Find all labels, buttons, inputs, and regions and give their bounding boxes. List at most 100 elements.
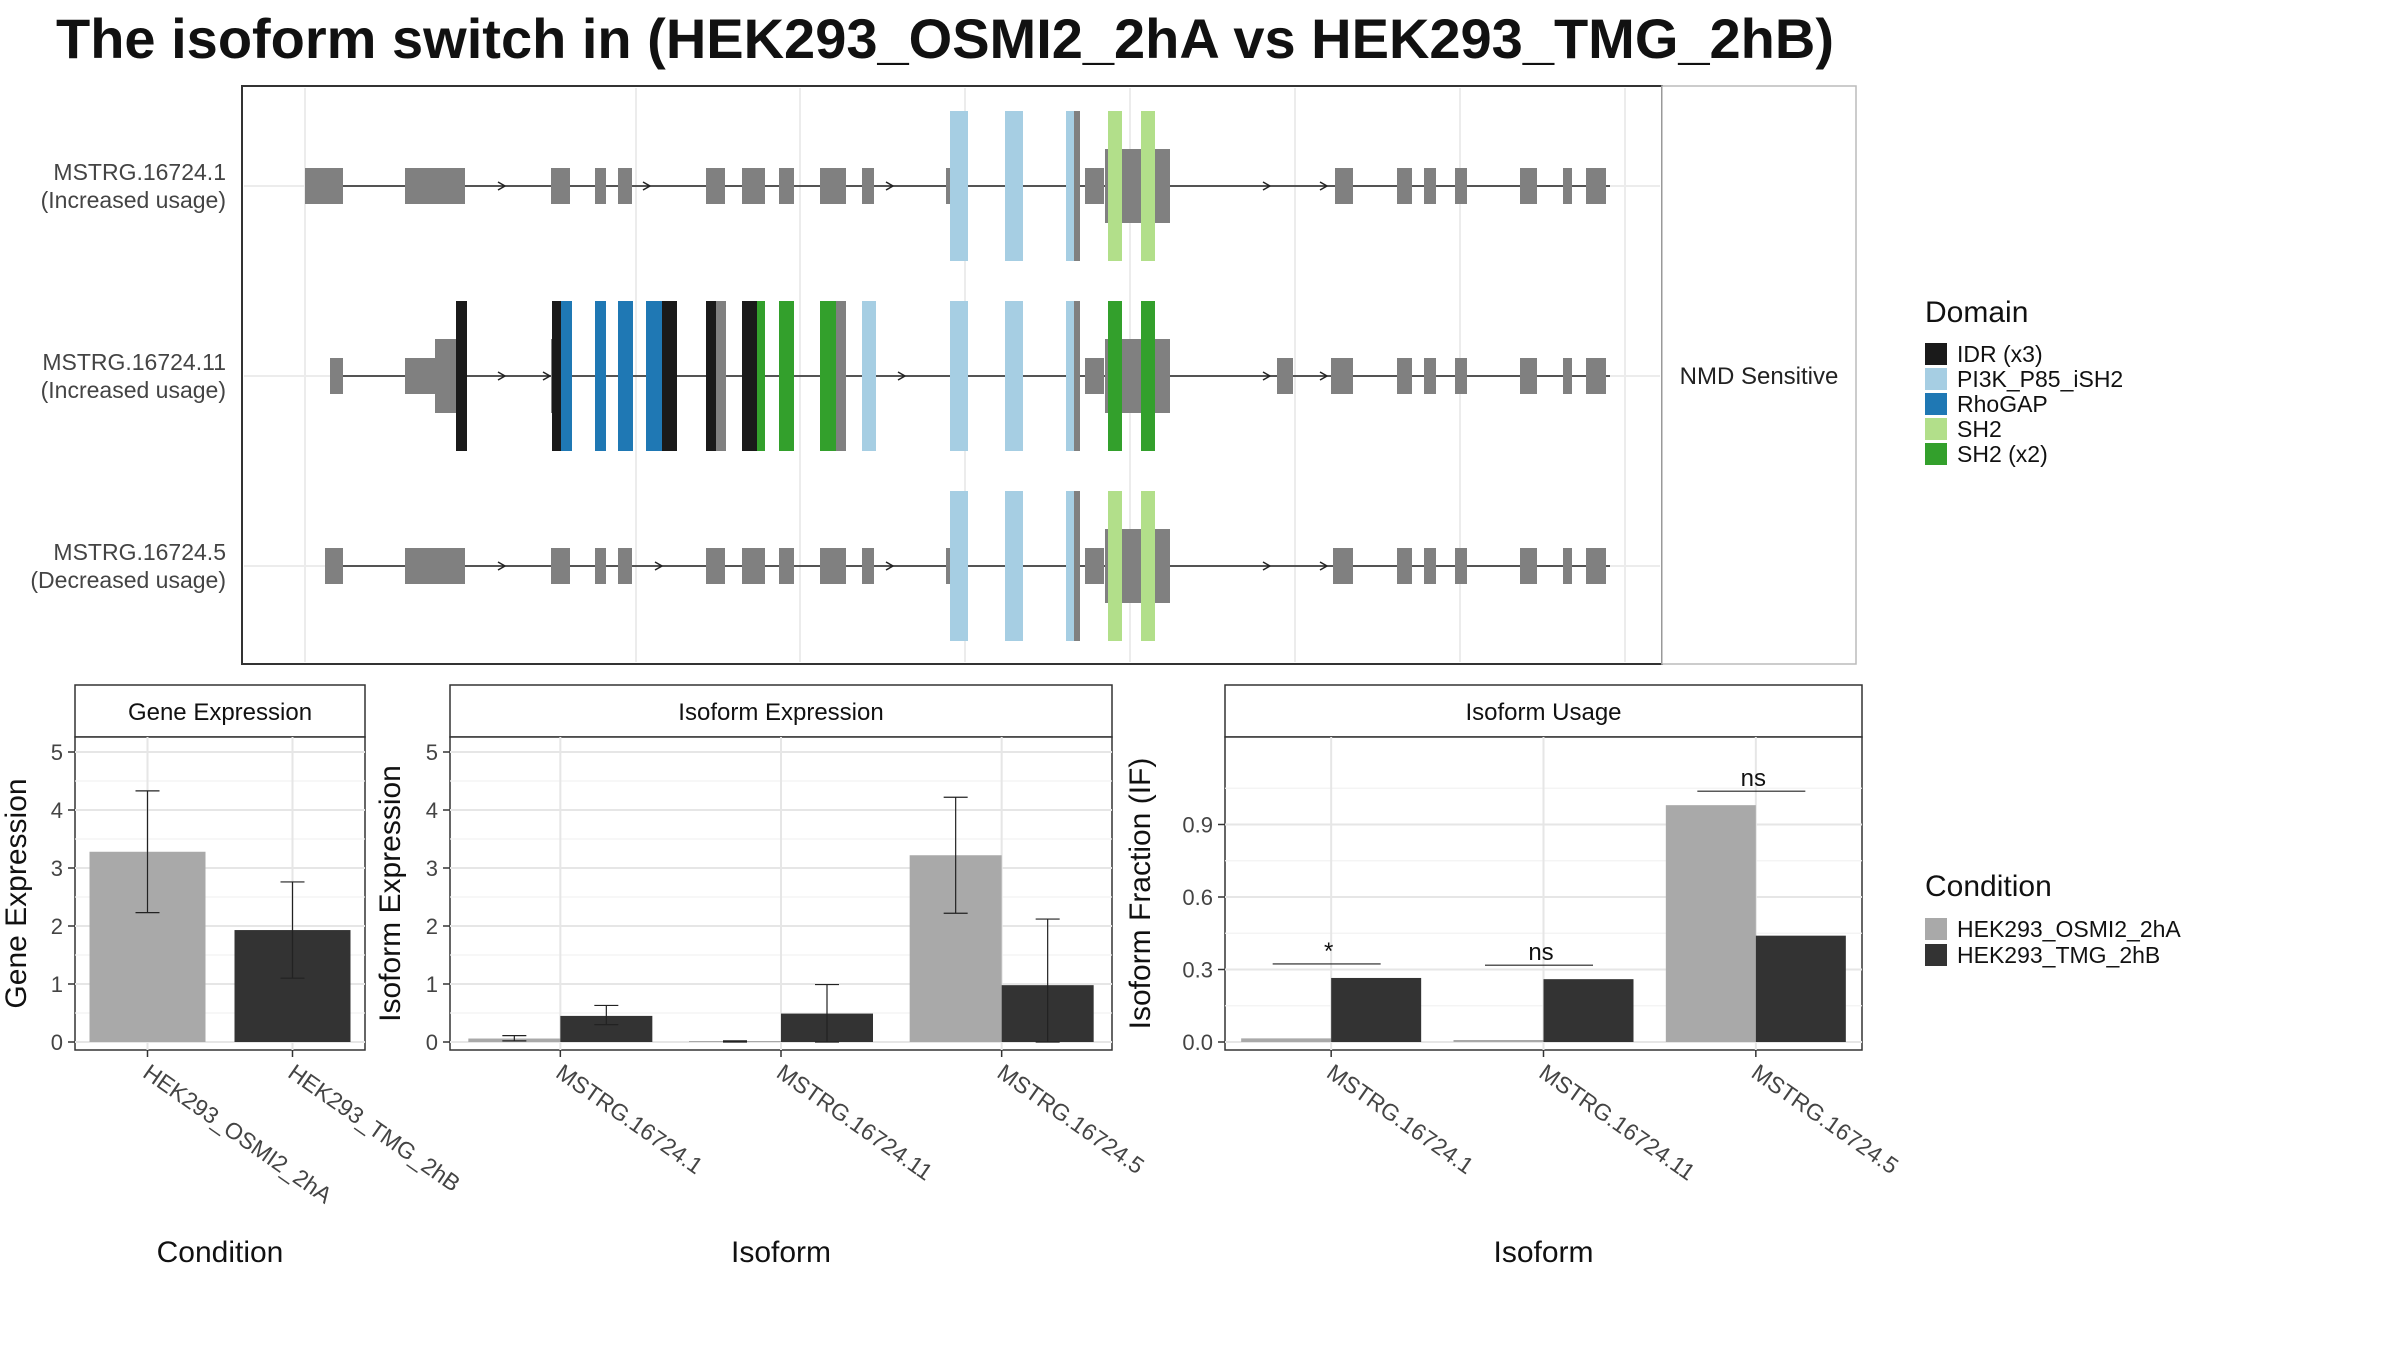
exon bbox=[1424, 548, 1436, 584]
exon bbox=[742, 168, 765, 204]
y-tick-label: 2 bbox=[51, 914, 63, 939]
y-tick-label: 2 bbox=[426, 914, 438, 939]
bar bbox=[1755, 935, 1846, 1042]
exon bbox=[1424, 168, 1436, 204]
y-axis-label: Gene Expression bbox=[0, 778, 33, 1008]
exon bbox=[946, 548, 950, 584]
exon bbox=[742, 548, 765, 584]
domain-legend-title: Domain bbox=[1925, 296, 2028, 329]
transcript-track bbox=[325, 491, 1610, 641]
exon bbox=[551, 168, 570, 204]
exon bbox=[405, 358, 435, 394]
transcript-note: NMD Sensitive bbox=[1680, 363, 1839, 390]
panel-title: Isoform Usage bbox=[1465, 699, 1621, 726]
strand-arrow bbox=[885, 561, 895, 571]
exon bbox=[862, 548, 874, 584]
legend-key bbox=[1925, 368, 1947, 390]
domain-segment bbox=[1141, 491, 1155, 641]
strand-arrow bbox=[1319, 181, 1329, 191]
domain-segment bbox=[552, 301, 561, 451]
domain-legend: Domain IDR (x3)PI3K_P85_iSH2RhoGAPSH2SH2… bbox=[1925, 296, 2123, 467]
exon bbox=[1455, 358, 1467, 394]
legend-key bbox=[1925, 944, 1947, 966]
domain-segment bbox=[706, 301, 716, 451]
exon bbox=[706, 548, 725, 584]
y-axis-label: Isoform Expression bbox=[374, 765, 407, 1022]
domain-segment bbox=[1005, 301, 1023, 451]
exon bbox=[946, 168, 950, 204]
strand-arrow bbox=[1262, 371, 1272, 381]
exon bbox=[1563, 358, 1572, 394]
exon bbox=[1397, 358, 1412, 394]
panel-title: Gene Expression bbox=[128, 699, 312, 726]
strand-arrow bbox=[1262, 181, 1272, 191]
domain-segment bbox=[1074, 111, 1080, 261]
exon bbox=[1397, 548, 1412, 584]
exon bbox=[1520, 358, 1537, 394]
transcript-name-label: MSTRG.16724.11 bbox=[42, 349, 226, 375]
strand-arrow bbox=[885, 181, 895, 191]
exon bbox=[618, 168, 632, 204]
structure-strip-panel bbox=[1661, 85, 1857, 665]
domain-segment bbox=[716, 301, 726, 451]
condition-legend-title: Condition bbox=[1925, 870, 2052, 903]
x-tick-label: MSTRG.16724.1 bbox=[551, 1059, 707, 1179]
significance-label: ns bbox=[1528, 939, 1553, 966]
y-tick-label: 1 bbox=[426, 972, 438, 997]
strand-arrow bbox=[1262, 561, 1272, 571]
domain-segment bbox=[1005, 111, 1023, 261]
page-title: The isoform switch in (HEK293_OSMI2_2hA … bbox=[56, 7, 1834, 70]
domain-segment bbox=[1141, 111, 1155, 261]
legend-label: HEK293_OSMI2_2hA bbox=[1957, 916, 2181, 942]
transcript-track bbox=[330, 301, 1610, 451]
exon bbox=[330, 358, 343, 394]
legend-key bbox=[1925, 393, 1947, 415]
exon bbox=[706, 168, 725, 204]
y-tick-label: 0.9 bbox=[1182, 813, 1213, 838]
bar bbox=[1543, 979, 1634, 1042]
y-tick-label: 5 bbox=[51, 740, 63, 765]
y-tick-label: 3 bbox=[426, 856, 438, 881]
legend-label: IDR (x3) bbox=[1957, 341, 2043, 367]
x-tick-label: MSTRG.16724.11 bbox=[1535, 1059, 1700, 1186]
x-tick-label: MSTRG.16724.1 bbox=[1322, 1059, 1478, 1179]
domain-segment bbox=[456, 301, 467, 451]
panel-strip bbox=[449, 684, 1113, 738]
exon bbox=[405, 548, 465, 584]
significance-label: ns bbox=[1741, 765, 1766, 792]
strand-arrow bbox=[1319, 371, 1329, 381]
x-tick-label: MSTRG.16724.11 bbox=[772, 1059, 937, 1186]
isoform-usage-panel: Isoform Usage 0.0 0.3 0.6 0.9 * ns ns MSTRG.1672… bbox=[1124, 684, 1903, 1269]
domain-segment bbox=[950, 111, 968, 261]
domain-segment bbox=[662, 301, 677, 451]
exon bbox=[595, 168, 606, 204]
exon bbox=[1586, 548, 1606, 584]
exon bbox=[325, 548, 343, 584]
strand-arrow bbox=[497, 181, 507, 191]
x-tick-label: MSTRG.16724.5 bbox=[1747, 1059, 1903, 1179]
legend-key bbox=[1925, 343, 1947, 365]
x-axis-label: Isoform bbox=[1493, 1236, 1593, 1269]
exon bbox=[1335, 168, 1353, 204]
domain-segment bbox=[836, 301, 846, 451]
strand-arrow bbox=[542, 371, 552, 381]
legend-label: PI3K_P85_iSH2 bbox=[1957, 366, 2123, 392]
exon bbox=[1563, 548, 1572, 584]
transcript-usage-label: (Decreased usage) bbox=[30, 567, 226, 593]
strand-arrow bbox=[897, 371, 907, 381]
exon bbox=[1277, 358, 1293, 394]
y-tick-label: 0.3 bbox=[1182, 958, 1213, 983]
domain-segment bbox=[1066, 111, 1074, 261]
isoform-expression-panel: Isoform Expression 0 1 2 3 4 5 MSTRG.16724.1 MST… bbox=[374, 684, 1149, 1269]
transcript-structure-panel: MSTRG.16724.1(Increased usage)MSTRG.1672… bbox=[30, 85, 1857, 665]
exon bbox=[862, 168, 874, 204]
exon bbox=[305, 168, 343, 204]
domain-segment bbox=[1074, 491, 1080, 641]
exon bbox=[551, 548, 570, 584]
exon bbox=[1333, 548, 1353, 584]
exon bbox=[1085, 548, 1104, 584]
legend-key bbox=[1925, 418, 1947, 440]
y-tick-label: 4 bbox=[426, 798, 438, 823]
